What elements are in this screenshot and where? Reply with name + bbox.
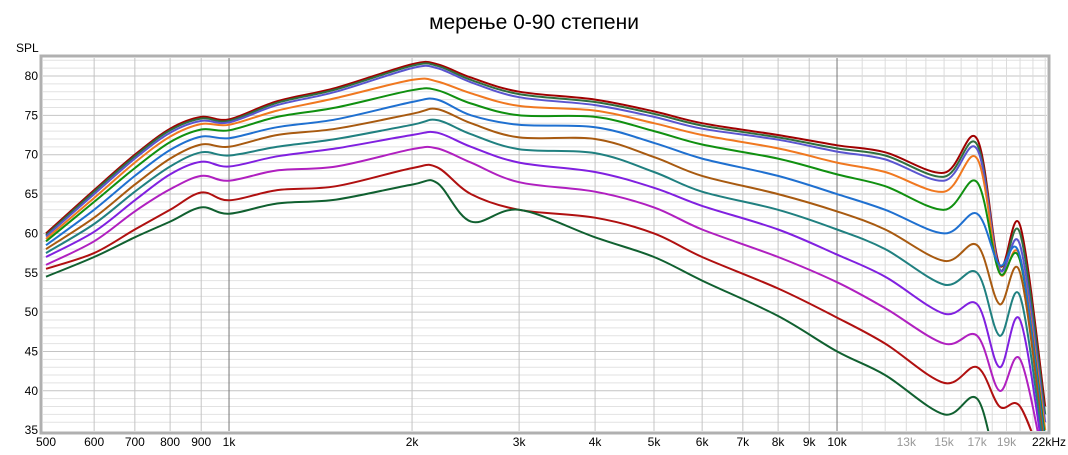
x-tick-label: 15k	[934, 435, 954, 449]
y-axis: 35 40 45 50 55 60 65 70 75 80	[25, 69, 39, 437]
x-tick-label: 1k	[223, 435, 237, 449]
x-tick-label: 9k	[803, 435, 817, 449]
series-line-3	[45, 77, 1047, 431]
y-tick-label: 70	[25, 148, 39, 162]
y-tick-label: 40	[25, 384, 39, 398]
grid	[43, 58, 1047, 431]
x-tick-label: 2k	[406, 435, 420, 449]
x-tick-label: 22kHz	[1032, 435, 1066, 449]
x-tick-label: 800	[160, 435, 180, 449]
x-tick-label: 700	[125, 435, 145, 449]
y-tick-label: 35	[25, 423, 39, 437]
x-tick-label: 17k	[967, 435, 987, 449]
x-tick-label: 600	[84, 435, 104, 449]
x-axis: 500 600 700 800 900 1k 2k 3k 4k 5k 6k 7k 8k 9k 10k 13k 1…	[36, 435, 1066, 449]
series-line-7	[45, 118, 1043, 431]
x-tick-label: 900	[191, 435, 211, 449]
series-group	[45, 60, 1047, 431]
x-tick-label: 4k	[589, 435, 603, 449]
series-line-5	[45, 97, 1045, 431]
x-tick-label: 6k	[696, 435, 710, 449]
series-line-6	[45, 107, 1044, 431]
series-line-9	[45, 145, 1039, 431]
series-line-4	[45, 87, 1046, 431]
x-tick-label: 5k	[648, 435, 662, 449]
y-tick-label: 50	[25, 305, 39, 319]
x-tick-label: 3k	[513, 435, 527, 449]
y-tick-label: 80	[25, 69, 39, 83]
series-line-2	[45, 64, 1047, 423]
x-tick-label: 13k	[897, 435, 917, 449]
y-tick-label: 65	[25, 187, 39, 201]
x-tick-label: 7k	[737, 435, 751, 449]
x-tick-label: 8k	[772, 435, 786, 449]
chart-title: мерење 0-90 степени	[429, 11, 639, 34]
x-tick-label: 10k	[827, 435, 847, 449]
x-tick-label: 500	[36, 435, 56, 449]
series-line-8	[45, 130, 1041, 431]
series-line-11	[45, 179, 990, 431]
series-line-0	[45, 60, 1047, 407]
y-tick-label: 75	[25, 108, 39, 122]
y-axis-label: SPL	[16, 41, 39, 55]
y-tick-label: 55	[25, 266, 39, 280]
x-tick-label: 19k	[997, 435, 1017, 449]
y-tick-label: 60	[25, 226, 39, 240]
y-tick-label: 45	[25, 344, 39, 358]
plot-frame	[39, 54, 1051, 435]
